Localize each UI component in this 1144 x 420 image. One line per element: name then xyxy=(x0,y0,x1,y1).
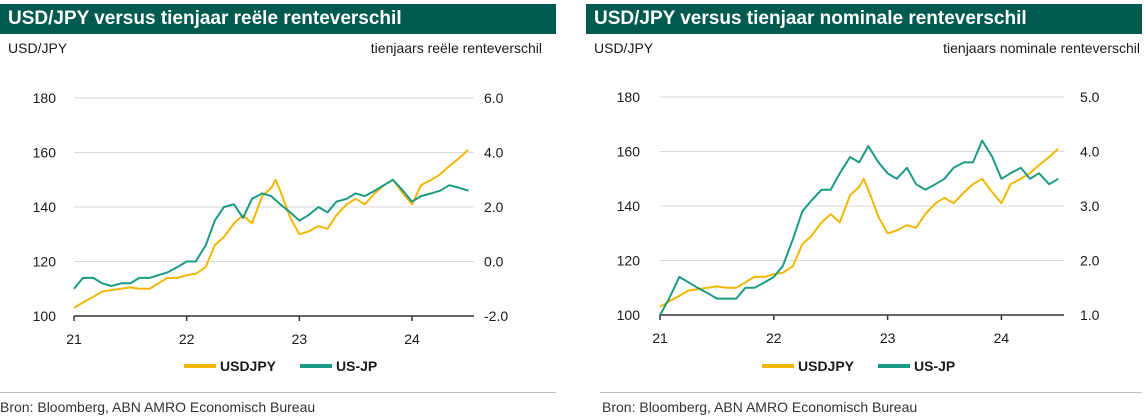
legend-label: USDJPY xyxy=(220,358,277,374)
left-tick-label: 100 xyxy=(617,307,641,323)
x-tick-label: 21 xyxy=(66,331,82,347)
chart-title: USD/JPY versus tienjaar reële renteversc… xyxy=(0,4,556,34)
series-line-usdjpy xyxy=(73,149,470,309)
chart-title: USD/JPY versus tienjaar nominale renteve… xyxy=(586,4,1142,34)
source-note: Bron: Bloomberg, ABN AMRO Economisch Bur… xyxy=(0,399,316,415)
x-tick-label: 22 xyxy=(766,330,782,346)
divider xyxy=(0,392,556,393)
right-tick-label: -2.0 xyxy=(484,308,508,324)
chart-panel-real: USD/JPY versus tienjaar reële renteversc… xyxy=(0,0,556,420)
x-tick-label: 23 xyxy=(292,331,308,347)
right-tick-label: 3.0 xyxy=(1080,198,1100,214)
chart-panel-nominal: USD/JPY versus tienjaar nominale renteve… xyxy=(586,0,1142,420)
left-axis-label: USD/JPY xyxy=(594,40,654,56)
right-tick-label: 6.0 xyxy=(484,90,504,106)
right-tick-label: 1.0 xyxy=(1080,307,1100,323)
x-tick-label: 24 xyxy=(404,331,420,347)
left-tick-label: 160 xyxy=(617,144,641,160)
x-tick-label: 21 xyxy=(652,330,668,346)
left-tick-label: 140 xyxy=(617,198,641,214)
left-tick-label: 120 xyxy=(33,254,57,270)
divider xyxy=(600,392,1142,393)
legend-label: US-JP xyxy=(914,358,955,374)
right-tick-label: 2.0 xyxy=(1080,253,1100,269)
left-tick-label: 100 xyxy=(33,308,57,324)
legend-label: US-JP xyxy=(336,358,377,374)
x-tick-label: 22 xyxy=(179,331,195,347)
series-line-us-jp xyxy=(73,178,469,290)
series-line-usdjpy xyxy=(659,148,1059,308)
line-chart-nominal: 100 120 140 160 180 1.0 2.0 3.0 4.0 5.0 21 22 23 24 US… xyxy=(617,89,1100,374)
left-tick-label: 180 xyxy=(617,89,641,105)
left-tick-label: 140 xyxy=(33,199,57,215)
series-line-us-jp xyxy=(659,139,1059,316)
source-note: Bron: Bloomberg, ABN AMRO Economisch Bur… xyxy=(602,399,918,415)
right-tick-label: 2.0 xyxy=(484,199,504,215)
left-axis-label: USD/JPY xyxy=(8,40,68,56)
left-tick-label: 180 xyxy=(33,90,57,106)
line-chart-real: 100 120 140 160 180 -2.0 0.0 2.0 4.0 6.0 21 22 23 24 U… xyxy=(33,90,509,374)
right-axis-label: tienjaars reële renteverschil xyxy=(370,40,542,56)
right-tick-label: 4.0 xyxy=(484,145,504,161)
legend-label: USDJPY xyxy=(798,358,855,374)
x-tick-label: 23 xyxy=(880,330,896,346)
left-tick-label: 160 xyxy=(33,145,57,161)
x-tick-label: 24 xyxy=(994,330,1010,346)
right-tick-label: 0.0 xyxy=(484,254,504,270)
right-tick-label: 5.0 xyxy=(1080,89,1100,105)
left-tick-label: 120 xyxy=(617,253,641,269)
right-tick-label: 4.0 xyxy=(1080,144,1100,160)
right-axis-label: tienjaars nominale renteverschil xyxy=(943,40,1140,56)
